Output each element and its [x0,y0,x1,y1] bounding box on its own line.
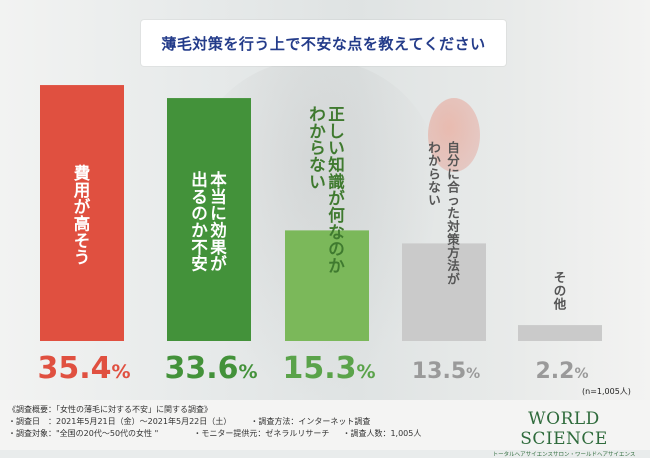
bar-label-4-col-1: 自分に合った対策方法が [446,140,460,286]
value-label-2: 33.6% [164,351,257,386]
bar-label-3-col-1: 正しい知識が何なのか [328,105,345,275]
bar-label-2-col-1: 本当に効果が [210,170,227,274]
bar-label-2-col-2: 出るのか不安 [191,170,208,274]
survey-method: ・調査方法：インターネット調査 [250,417,371,426]
background-hand-mirror [428,98,480,172]
bar-label-1-col-1: 費用が高そう [74,163,91,267]
sample-size-note: (n=1,005人) [582,387,631,396]
survey-date: ・調査日 ：2021年5月21日（金）〜2021年5月22日（土） [8,417,232,426]
survey-provider: ・モニター提供元：ゼネラルリサーチ [193,429,330,438]
bar-label-3-col-2: わからない [309,105,326,191]
footer [0,400,650,450]
brand-name: WORLD SCIENCE [520,409,608,449]
bar-2 [167,98,251,342]
bar-label-5-col-1: その他 [553,270,567,311]
brand-logo: WORLD SCIENCE トータルヘアサイエンスサロン・ワールドヘアサイエンス [483,409,645,458]
value-label-5: 2.2% [535,359,588,384]
bar-label-4-col-2: わからない [428,140,441,208]
bar-5 [518,325,602,341]
value-label-3: 15.3% [282,351,375,386]
value-label-1: 35.4% [37,351,130,386]
survey-row-2: ・調査対象："全国の20代〜50代の女性 " ・モニター提供元：ゼネラルリサーチ… [8,428,421,440]
survey-heading: 《調査概要：「女性の薄毛に対する不安」に関する調査》 [8,405,212,414]
survey-summary: 《調査概要：「女性の薄毛に対する不安」に関する調査》 ・調査日 ：2021年5月… [8,404,421,440]
survey-count: ・調査人数：1,005人 [342,429,422,438]
bar-4 [402,243,486,341]
bar-3 [285,230,369,341]
bar-1 [40,85,124,341]
value-label-4: 13.5% [412,359,480,384]
bar-chart: 費用が高そう35.4%本当に効果が出るのか不安33.6%正しい知識が何なのかわか… [37,85,602,386]
chart-title: 薄毛対策を行う上で不安な点を教えてください [141,20,506,66]
survey-row-1: ・調査日 ：2021年5月21日（金）〜2021年5月22日（土） ・調査方法：… [8,416,421,428]
survey-target: ・調査対象："全国の20代〜50代の女性 " [8,429,159,438]
brand-tagline: トータルヘアサイエンスサロン・ワールドヘアサイエンス [492,452,636,458]
